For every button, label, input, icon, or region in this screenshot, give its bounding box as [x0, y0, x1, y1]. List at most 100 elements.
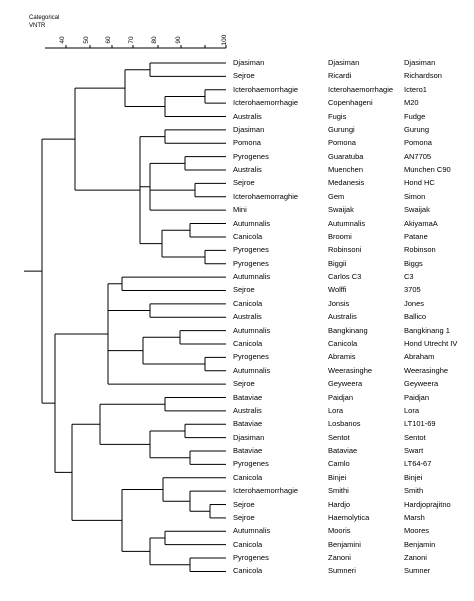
- serovar-cell: Bangkinang: [328, 325, 368, 335]
- strain-cell: Djasiman: [404, 58, 436, 67]
- scale-tick-label: 50: [83, 36, 90, 44]
- strain-cell: Fudge: [404, 111, 426, 121]
- strain-cell: Patane: [404, 231, 428, 241]
- strain-cell: Jones: [404, 298, 425, 308]
- strain-cell: Pomona: [404, 138, 432, 148]
- serovar-cell: Canicola: [328, 338, 358, 348]
- serovar-cell: Fugis: [328, 111, 347, 121]
- serovar-cell: Autumnalis: [328, 218, 366, 228]
- serovar-cell: Zanoni: [328, 553, 351, 563]
- serogroup-cell: Icterohaemorrhagie: [233, 98, 299, 108]
- serogroup-cell: Australis: [233, 312, 262, 322]
- serogroup-cell: Icterohaemorrhagie: [233, 84, 299, 94]
- header-line-2: VNTR: [29, 23, 46, 29]
- strain-cell: M20: [404, 98, 419, 108]
- strain-cell: Gurung: [404, 124, 430, 134]
- serovar-cell: Gurungi: [328, 124, 355, 134]
- scale-tick-label: 70: [128, 36, 135, 44]
- serovar-cell: Geyweera: [328, 379, 363, 389]
- serogroup-cell: Canicola: [233, 338, 263, 348]
- strain-cell: Hardjoprajitno: [404, 499, 451, 509]
- serovar-cell: Jonsis: [328, 298, 350, 308]
- strain-cell: 3705: [404, 285, 421, 295]
- strain-cell: LT101-69: [404, 419, 436, 429]
- scale-tick-label: 60: [105, 36, 112, 44]
- strain-cell: Benjamin: [404, 539, 436, 549]
- serogroup-cell: Icterohaemorrhagie: [233, 486, 299, 496]
- serogroup-cell: Australis: [233, 405, 262, 415]
- serogroup-cell: Pyrogenes: [233, 245, 269, 255]
- serogroup-cell: Bataviae: [233, 419, 263, 429]
- strain-cell: Richardson: [404, 71, 442, 81]
- serovar-cell: Pomona: [328, 138, 356, 148]
- strain-cell: C3: [404, 272, 414, 282]
- serovar-cell: Sentot: [328, 432, 350, 442]
- serovar-cell: Haemolytica: [328, 512, 370, 522]
- serogroup-cell: Djasiman: [233, 432, 265, 442]
- strain-cell: Swart: [404, 446, 424, 456]
- strain-cell: Simon: [404, 191, 426, 201]
- serogroup-cell: Pyrogenes: [233, 459, 269, 469]
- serovar-cell: Sumneri: [328, 566, 356, 576]
- serogroup-cell: Sejroe: [233, 499, 255, 509]
- strain-cell: Hond Utrecht IV: [404, 338, 458, 348]
- serovar-cell: Benjamini: [328, 539, 361, 549]
- serogroup-cell: Canicola: [233, 231, 263, 241]
- serovar-cell: Bataviae: [328, 446, 358, 456]
- serogroup-cell: Autumnalis: [233, 218, 271, 228]
- serogroup-cell: Canicola: [233, 539, 263, 549]
- serovar-cell: Icterohaemorrhagie: [328, 84, 394, 94]
- strain-cell: Lora: [404, 405, 420, 415]
- strain-cell: Smith: [404, 486, 424, 496]
- serovar-cell: Ricardi: [328, 71, 352, 81]
- strain-cell: Biggs: [404, 258, 423, 268]
- serogroup-cell: Autumnalis: [233, 526, 271, 536]
- serovar-cell: Carlos C3: [328, 272, 362, 282]
- scale-tick-label: 40: [59, 36, 66, 44]
- strain-cell: Ictero1: [404, 84, 427, 94]
- strain-cell: Bangkinang 1: [404, 325, 450, 335]
- scale-tick-label: 90: [175, 36, 182, 44]
- serogroup-cell: Autumnalis: [233, 365, 271, 375]
- serovar-cell: Djasiman: [328, 58, 360, 67]
- serogroup-cell: Canicola: [233, 566, 263, 576]
- serogroup-cell: Australis: [233, 111, 262, 121]
- strain-cell: AN7705: [404, 151, 432, 161]
- strain-cell: Paidjan: [404, 392, 430, 402]
- serovar-cell: Copenhageni: [328, 98, 373, 108]
- strain-cell: Moores: [404, 526, 430, 536]
- strain-cell: Hond HC: [404, 178, 435, 188]
- serovar-cell: Biggii: [328, 258, 347, 268]
- serogroup-cell: Pyrogenes: [233, 352, 269, 362]
- scale-tick-label: 100: [221, 34, 228, 45]
- serogroup-cell: Pyrogenes: [233, 553, 269, 563]
- serovar-cell: Camlo: [328, 459, 350, 469]
- strain-cell: Zanoni: [404, 553, 427, 563]
- serogroup-cell: Djasiman: [233, 124, 265, 134]
- serogroup-cell: Canicola: [233, 298, 263, 308]
- serovar-cell: Broomi: [328, 231, 352, 241]
- serogroup-cell: Icterohaemorraghie: [233, 191, 299, 201]
- serogroup-cell: Pyrogenes: [233, 258, 269, 268]
- serogroup-cell: Sejroe: [233, 285, 255, 295]
- serovar-cell: Losbanos: [328, 419, 361, 429]
- serogroup-cell: Sejroe: [233, 71, 255, 81]
- serogroup-cell: Bataviae: [233, 446, 263, 456]
- strain-cell: Marsh: [404, 512, 425, 522]
- strain-cell: AkiyamaA: [404, 218, 438, 228]
- serovar-cell: Mooris: [328, 526, 351, 536]
- serogroup-cell: Autumnalis: [233, 272, 271, 282]
- strain-cell: Binjei: [404, 472, 423, 482]
- serogroup-cell: Sejroe: [233, 379, 255, 389]
- strain-cell: Robinson: [404, 245, 436, 255]
- strain-cell: Sentot: [404, 432, 426, 442]
- serogroup-cell: Autumnalis: [233, 325, 271, 335]
- serovar-cell: Swaijak: [328, 205, 354, 215]
- serovar-cell: Weerasinghe: [328, 365, 373, 375]
- strain-cell: Munchen C90: [404, 165, 451, 175]
- strain-cell: Swaijak: [404, 205, 430, 215]
- serogroup-cell: Canicola: [233, 472, 263, 482]
- serovar-cell: Hardjo: [328, 499, 351, 509]
- serovar-cell: Lora: [328, 405, 344, 415]
